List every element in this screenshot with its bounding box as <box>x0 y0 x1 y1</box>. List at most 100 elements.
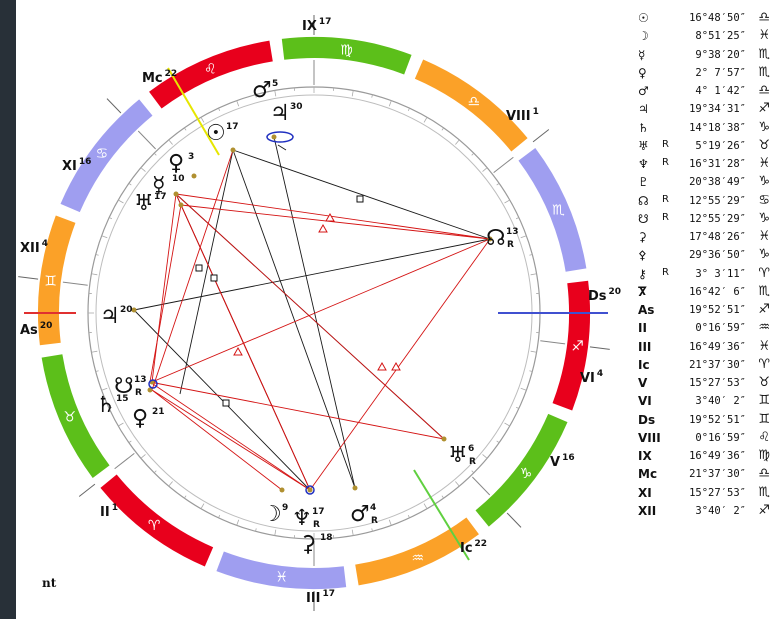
zodiac-segment <box>355 517 479 586</box>
planet-degree: 30 <box>290 102 303 112</box>
position-degree: 9°38′20″ <box>695 48 746 61</box>
planet-degree: 15 <box>116 394 129 404</box>
aspect-marker-triangle <box>391 361 401 371</box>
position-symbol: Ds <box>638 412 656 427</box>
degree-tick <box>274 529 277 536</box>
position-row: ☋ R 12°55′29″ ♑ <box>638 211 774 229</box>
degree-tick <box>91 350 98 353</box>
position-row: ⚴ 29°36′50″ ♑ <box>638 247 774 265</box>
planet-degree: 17 <box>154 192 167 202</box>
planet-dot <box>178 202 184 208</box>
planet-markers: ☉ 17♂ 5♃ 30♀ 3☿ 10♅ 17☊ 13R♃ 20☋ 13R♄ 15♀ 21☽ 9 ♆ 17R⚳… <box>96 78 519 557</box>
zodiac-segment <box>41 354 110 478</box>
zodiac-sign-glyph: ♎ <box>468 94 481 110</box>
position-row: ♂ 4° 1′42″ ♎ <box>638 83 774 101</box>
zodiac-segment <box>60 99 153 213</box>
position-symbol: ☿ <box>638 47 646 62</box>
planet-degree: 17 <box>226 122 239 132</box>
position-symbol: ⚷ <box>638 266 647 281</box>
position-symbol: ☋ <box>638 211 649 226</box>
zodiac-segment <box>149 40 273 109</box>
house-cusp-line <box>472 476 491 496</box>
position-sign-glyph: ♎ <box>758 466 770 482</box>
retrograde-flag: R <box>662 193 669 205</box>
position-row: ♄ 14°18′38″ ♑ <box>638 120 774 138</box>
position-degree: 16°49′36″ <box>689 450 746 462</box>
position-sign-glyph: ♈ <box>758 265 770 281</box>
position-sign-glyph: ♊ <box>758 393 770 409</box>
position-sign-glyph: ♑ <box>758 119 770 135</box>
planet-degree: 20 <box>120 305 133 315</box>
aspect-marker-square <box>356 195 364 203</box>
aspect-line-tense <box>151 389 311 491</box>
position-degree: 0°16′59″ <box>695 322 746 335</box>
position-row: ☽ 8°51′25″ ♓ <box>638 28 774 46</box>
position-row: XII 3°40′ 2″ ♐ <box>638 503 774 521</box>
position-row: ☿ 9°38′20″ ♏ <box>638 47 774 65</box>
house-cusp-line <box>137 130 156 150</box>
position-degree: 21°37′30″ <box>689 358 746 371</box>
degree-tick <box>496 440 500 443</box>
position-symbol: II <box>638 321 647 336</box>
position-sign-glyph: ♓ <box>758 28 770 44</box>
degree-tick <box>504 422 510 427</box>
retrograde-flag: R <box>662 157 669 168</box>
degree-tick <box>128 183 132 186</box>
position-sign-glyph: ♎ <box>758 10 770 25</box>
house-label-degree: 4 <box>42 239 48 249</box>
degree-tick <box>95 370 99 372</box>
position-row: VI 3°40′ 2″ ♊ <box>638 393 774 411</box>
degree-tick <box>255 94 257 98</box>
zodiac-segment <box>475 413 568 527</box>
position-sign-glyph: ♏ <box>758 283 770 299</box>
aspect-line-tense <box>175 193 445 440</box>
planet-glyph: ☋ <box>114 374 134 399</box>
aspect-line-tense <box>149 381 311 491</box>
house-cusp-line <box>78 483 96 497</box>
degree-tick <box>482 454 488 459</box>
position-degree: 12°55′29″ <box>689 194 746 207</box>
house-label-degree: 20 <box>40 321 53 331</box>
position-degree: 16°49′36″ <box>689 340 746 353</box>
planet-position-table: ☉ 16°48′50″ ♎ ☽ 8°51′25″ ♓ ☿ 9°38′20″ ♏ ♀ 2° 7′57″… <box>638 10 774 521</box>
position-degree: 5°19′26″ <box>695 139 746 152</box>
position-degree: 19°52′51″ <box>689 413 746 426</box>
retrograde-flag: R <box>662 138 669 150</box>
position-symbol: ☉ <box>638 11 649 25</box>
aspect-line-harmonious <box>277 144 287 151</box>
planet-retrograde-flag: R <box>469 457 476 467</box>
zodiac-sign-glyph: ♈ <box>148 518 161 534</box>
position-degree: 16°48′50″ <box>689 12 746 24</box>
degree-tick <box>530 350 537 353</box>
degree-tick <box>351 529 354 536</box>
position-row: ♆ R 16°31′28″ ♓ <box>638 156 774 174</box>
planet-degree: 3 <box>188 152 194 162</box>
aspect-line-tense <box>151 389 283 491</box>
position-row: IX 16°49′36″ ♍ <box>638 448 774 466</box>
house-label: III <box>306 591 321 606</box>
house-label-degree: 20 <box>609 287 622 297</box>
position-row: ☊ R 12°55′29″ ♋ <box>638 193 774 211</box>
house-label-degree: 22 <box>165 69 178 79</box>
aspect-line-tense <box>151 149 234 391</box>
planet-dot <box>307 487 313 493</box>
aspect-line-harmonious <box>179 149 234 395</box>
position-row: ☉ 16°48′50″ ♎ <box>638 10 774 28</box>
position-sign-glyph: ♍ <box>758 448 770 463</box>
position-sign-glyph: ♏ <box>758 484 770 500</box>
position-symbol: ♇ <box>638 175 649 190</box>
planet-degree: 21 <box>152 407 165 417</box>
aspect-marker-square <box>195 264 203 272</box>
degree-tick <box>520 235 527 239</box>
planet-glyph: ♆ <box>292 506 312 531</box>
degree-tick <box>520 387 527 391</box>
planet-glyph: ☉ <box>206 121 226 146</box>
aspect-line-harmonious <box>232 149 491 240</box>
aspect-marker-triangle <box>325 212 335 222</box>
degree-tick <box>441 127 444 131</box>
house-label: VIII <box>506 109 531 124</box>
position-degree: 15°27′53″ <box>689 486 746 499</box>
aspect-line-harmonious <box>133 309 311 491</box>
zodiac-sign-glyph: ♑ <box>520 466 533 482</box>
position-sign-glyph: ♊ <box>758 411 770 427</box>
